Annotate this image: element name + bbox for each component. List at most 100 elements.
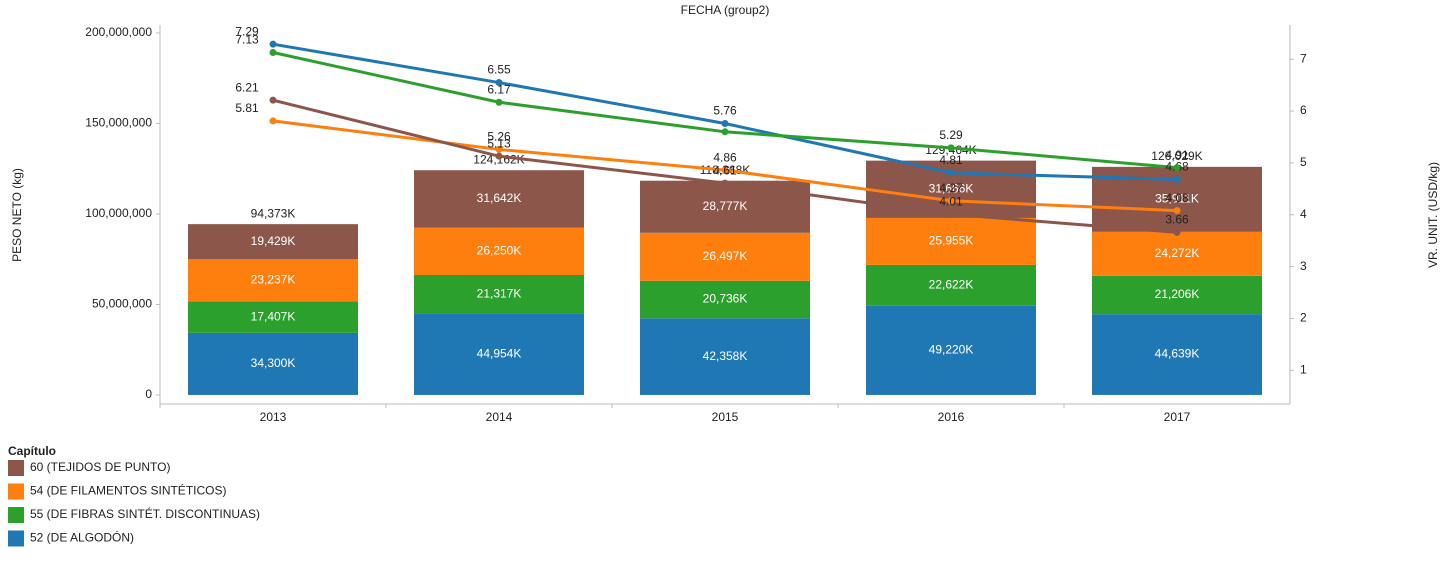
y-tick-label: 50,000,000 bbox=[92, 297, 152, 311]
unit-value-label: 4.86 bbox=[713, 150, 737, 164]
unit-value-label: 4.91 bbox=[1165, 148, 1189, 162]
unit-value-label: 5.76 bbox=[713, 104, 737, 118]
unit-value-label: 6.55 bbox=[487, 63, 511, 77]
bar-segment bbox=[188, 259, 358, 302]
bar-value-label: 44,954K bbox=[477, 346, 522, 360]
bar-value-label: 44,639K bbox=[1155, 347, 1200, 361]
chart-title: FECHA (group2) bbox=[681, 3, 770, 17]
bar-value-label: 25,955K bbox=[929, 234, 974, 248]
x-tick-label: 2014 bbox=[486, 410, 513, 424]
bar-segment bbox=[414, 313, 584, 395]
unit-value-point bbox=[721, 128, 729, 136]
unit-value-point bbox=[495, 79, 503, 87]
x-tick-label: 2017 bbox=[1164, 410, 1191, 424]
unit-value-point bbox=[495, 98, 503, 106]
bar-value-label: 31,642K bbox=[477, 191, 522, 205]
unit-value-label: 4.08 bbox=[1165, 191, 1189, 205]
bar-segment bbox=[188, 224, 358, 260]
unit-value-point bbox=[269, 117, 277, 125]
unit-value-label: 5.81 bbox=[235, 101, 259, 115]
legend-label: 55 (DE FIBRAS SINTÉT. DISCONTINUAS) bbox=[30, 506, 260, 521]
bar-value-label: 22,622K bbox=[929, 278, 974, 292]
y2-tick-label: 7 bbox=[1300, 51, 1307, 65]
bar-value-label: 28,777K bbox=[703, 199, 748, 213]
unit-value-point bbox=[495, 145, 503, 153]
unit-value-point bbox=[721, 179, 729, 187]
legend-title: Capítulo bbox=[8, 444, 56, 458]
unit-value-label: 4.27 bbox=[939, 181, 963, 195]
unit-value-point bbox=[495, 152, 503, 160]
unit-value-point bbox=[947, 210, 955, 218]
y-axis-label: PESO NETO (kg) bbox=[10, 168, 24, 262]
x-tick-label: 2015 bbox=[712, 410, 739, 424]
unit-value-point bbox=[1173, 207, 1181, 215]
bar-segment bbox=[188, 301, 358, 333]
unit-value-label: 5.29 bbox=[939, 128, 963, 142]
legend-swatch bbox=[8, 460, 24, 476]
y2-axis-label: VR. UNIT. (USD/kg) bbox=[1426, 162, 1440, 268]
unit-value-label: 6.17 bbox=[487, 82, 511, 96]
y2-tick-label: 3 bbox=[1300, 259, 1307, 273]
bar-value-label: 31,666K bbox=[929, 181, 974, 195]
bar-segment bbox=[414, 227, 584, 276]
bar-value-label: 17,407K bbox=[251, 309, 296, 323]
unit-value-label: 5.26 bbox=[487, 130, 511, 144]
total-label: 94,373K bbox=[251, 206, 296, 220]
bar-value-label: 49,220K bbox=[929, 343, 974, 357]
unit-value-label: 6.21 bbox=[235, 80, 259, 94]
unit-value-point bbox=[269, 48, 277, 56]
y-tick-label: 100,000,000 bbox=[85, 206, 152, 220]
bar-value-label: 21,206K bbox=[1155, 287, 1200, 301]
legend-swatch bbox=[8, 483, 24, 500]
bar-value-label: 19,429K bbox=[251, 234, 296, 248]
y-tick-label: 150,000,000 bbox=[85, 116, 152, 130]
unit-value-label: 4.81 bbox=[939, 153, 963, 167]
bar-value-label: 42,358K bbox=[703, 349, 748, 363]
y2-tick-label: 4 bbox=[1300, 207, 1307, 221]
unit-value-point bbox=[1173, 176, 1181, 184]
unit-value-point bbox=[269, 40, 277, 48]
bar-value-label: 20,736K bbox=[703, 292, 748, 306]
bar-segment bbox=[640, 318, 810, 395]
unit-value-point bbox=[947, 169, 955, 177]
unit-value-point bbox=[1173, 228, 1181, 236]
y2-tick-label: 1 bbox=[1300, 362, 1307, 376]
bar-segment bbox=[1092, 275, 1262, 315]
legend-label: 52 (DE ALGODÓN) bbox=[30, 530, 134, 545]
bar-value-label: 24,272K bbox=[1155, 246, 1200, 260]
bar-value-label: 26,250K bbox=[477, 243, 522, 257]
bar-value-label: 35,911K bbox=[1155, 192, 1199, 206]
unit-value-label: 3.66 bbox=[1165, 213, 1189, 227]
unit-value-label: 5.13 bbox=[487, 136, 511, 150]
bar-value-label: 34,300K bbox=[251, 356, 296, 370]
bar-segment bbox=[866, 264, 1036, 306]
unit-value-point bbox=[1173, 164, 1181, 172]
bar-segment bbox=[414, 275, 584, 314]
legend-label: 60 (TEJIDOS DE PUNTO) bbox=[30, 460, 170, 474]
legend-label: 54 (DE FILAMENTOS SINTÉTICOS) bbox=[30, 483, 226, 498]
bar-segment bbox=[640, 232, 810, 281]
y2-tick-label: 5 bbox=[1300, 155, 1307, 169]
unit-value-label: 7.29 bbox=[235, 24, 259, 38]
legend-swatch bbox=[8, 530, 24, 547]
x-tick-label: 2016 bbox=[938, 410, 965, 424]
bar-segment bbox=[640, 280, 810, 319]
bar-segment bbox=[640, 180, 810, 233]
bar-segment bbox=[1092, 231, 1262, 276]
unit-value-point bbox=[721, 166, 729, 174]
y2-tick-label: 6 bbox=[1300, 103, 1307, 117]
bar-segment bbox=[188, 332, 358, 395]
total-label: 126,029K bbox=[1151, 149, 1202, 163]
unit-value-label: 7.13 bbox=[235, 33, 259, 47]
y2-tick-label: 2 bbox=[1300, 311, 1307, 325]
unit-value-point bbox=[947, 197, 955, 205]
unit-value-point bbox=[721, 120, 729, 128]
bar-value-label: 23,237K bbox=[251, 273, 296, 287]
bar-value-label: 26,497K bbox=[703, 249, 748, 263]
bar-segment bbox=[1092, 314, 1262, 395]
unit-value-point bbox=[947, 144, 955, 152]
bar-segment bbox=[866, 217, 1036, 265]
y-tick-label: 0 bbox=[145, 387, 152, 401]
bar-segment bbox=[866, 305, 1036, 395]
